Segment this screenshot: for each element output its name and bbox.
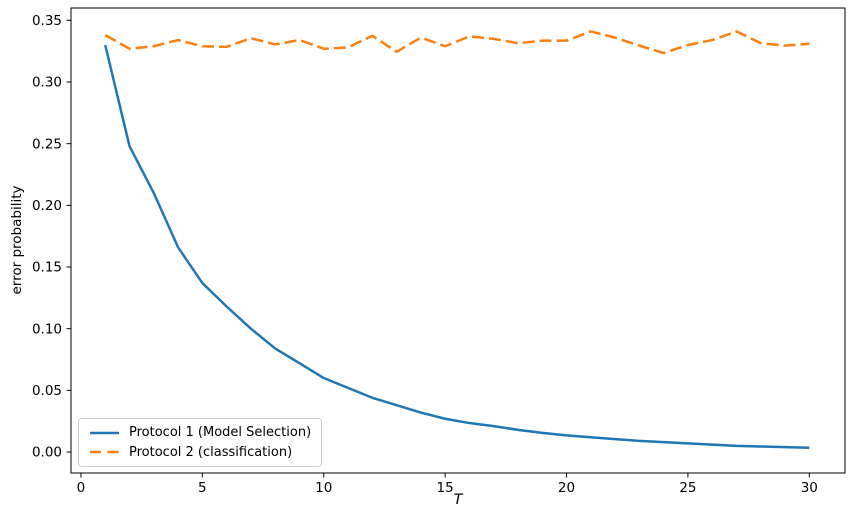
svg-text:0.30: 0.30 xyxy=(32,75,62,91)
legend-line-dashed-icon xyxy=(90,450,119,454)
svg-text:5: 5 xyxy=(198,480,207,496)
svg-text:25: 25 xyxy=(679,480,696,496)
svg-text:0.10: 0.10 xyxy=(32,321,62,337)
legend-item-protocol-1: Protocol 1 (Model Selection) xyxy=(89,423,311,443)
svg-text:0.15: 0.15 xyxy=(32,260,62,276)
legend: Protocol 1 (Model Selection) Protocol 2 … xyxy=(78,418,323,467)
svg-text:0.00: 0.00 xyxy=(32,445,62,461)
svg-text:10: 10 xyxy=(315,480,332,496)
legend-item-protocol-2: Protocol 2 (classification) xyxy=(89,443,311,463)
svg-text:0.05: 0.05 xyxy=(32,383,62,399)
svg-text:20: 20 xyxy=(558,480,575,496)
svg-text:15: 15 xyxy=(437,480,454,496)
legend-line-solid-icon xyxy=(90,431,119,435)
svg-text:0.35: 0.35 xyxy=(32,13,62,29)
legend-label-protocol-2: Protocol 2 (classification) xyxy=(129,444,293,460)
svg-text:0.25: 0.25 xyxy=(32,136,62,152)
svg-text:30: 30 xyxy=(801,480,818,496)
svg-text:0: 0 xyxy=(77,480,86,496)
svg-text:0.20: 0.20 xyxy=(32,198,62,214)
y-axis-label: error probability xyxy=(9,185,25,295)
x-axis-label: T xyxy=(453,492,463,508)
legend-label-protocol-1: Protocol 1 (Model Selection) xyxy=(129,425,312,441)
